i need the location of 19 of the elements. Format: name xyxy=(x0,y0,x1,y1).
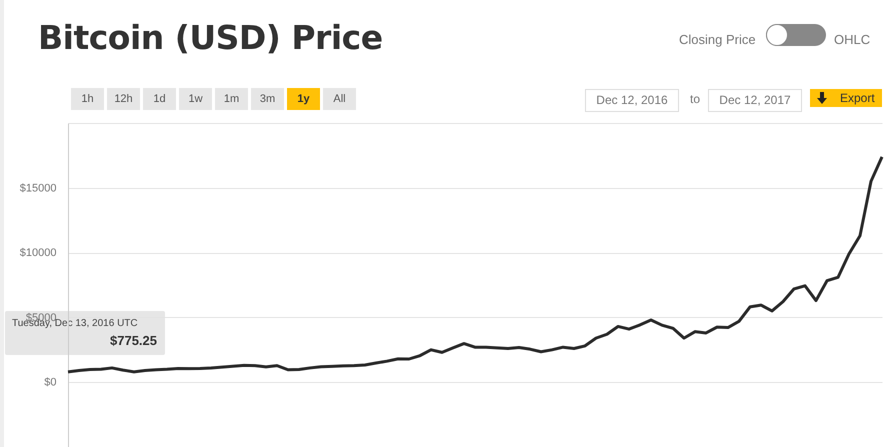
text: 1d xyxy=(143,88,176,110)
text: Export xyxy=(840,91,875,105)
text: 3m xyxy=(251,88,284,110)
chart-title: Bitcoin (USD) Price xyxy=(38,18,383,57)
text: 12h xyxy=(107,88,140,110)
text: 1m xyxy=(215,88,248,110)
y-tick-label: $0 xyxy=(44,376,56,389)
text: 1h xyxy=(71,88,104,110)
y-tick-label: $10000 xyxy=(20,247,56,260)
text: OHLC xyxy=(834,32,870,47)
text: to xyxy=(690,92,700,106)
text: 1y xyxy=(287,88,320,110)
text: All xyxy=(323,88,356,110)
text: Dec 12, 2017 xyxy=(708,89,802,112)
text: 1w xyxy=(179,88,212,110)
annotation: $775.25 xyxy=(110,333,157,348)
text: Dec 12, 2016 xyxy=(585,89,679,112)
text: Closing Price xyxy=(679,32,756,47)
y-tick-label: $15000 xyxy=(20,182,56,194)
